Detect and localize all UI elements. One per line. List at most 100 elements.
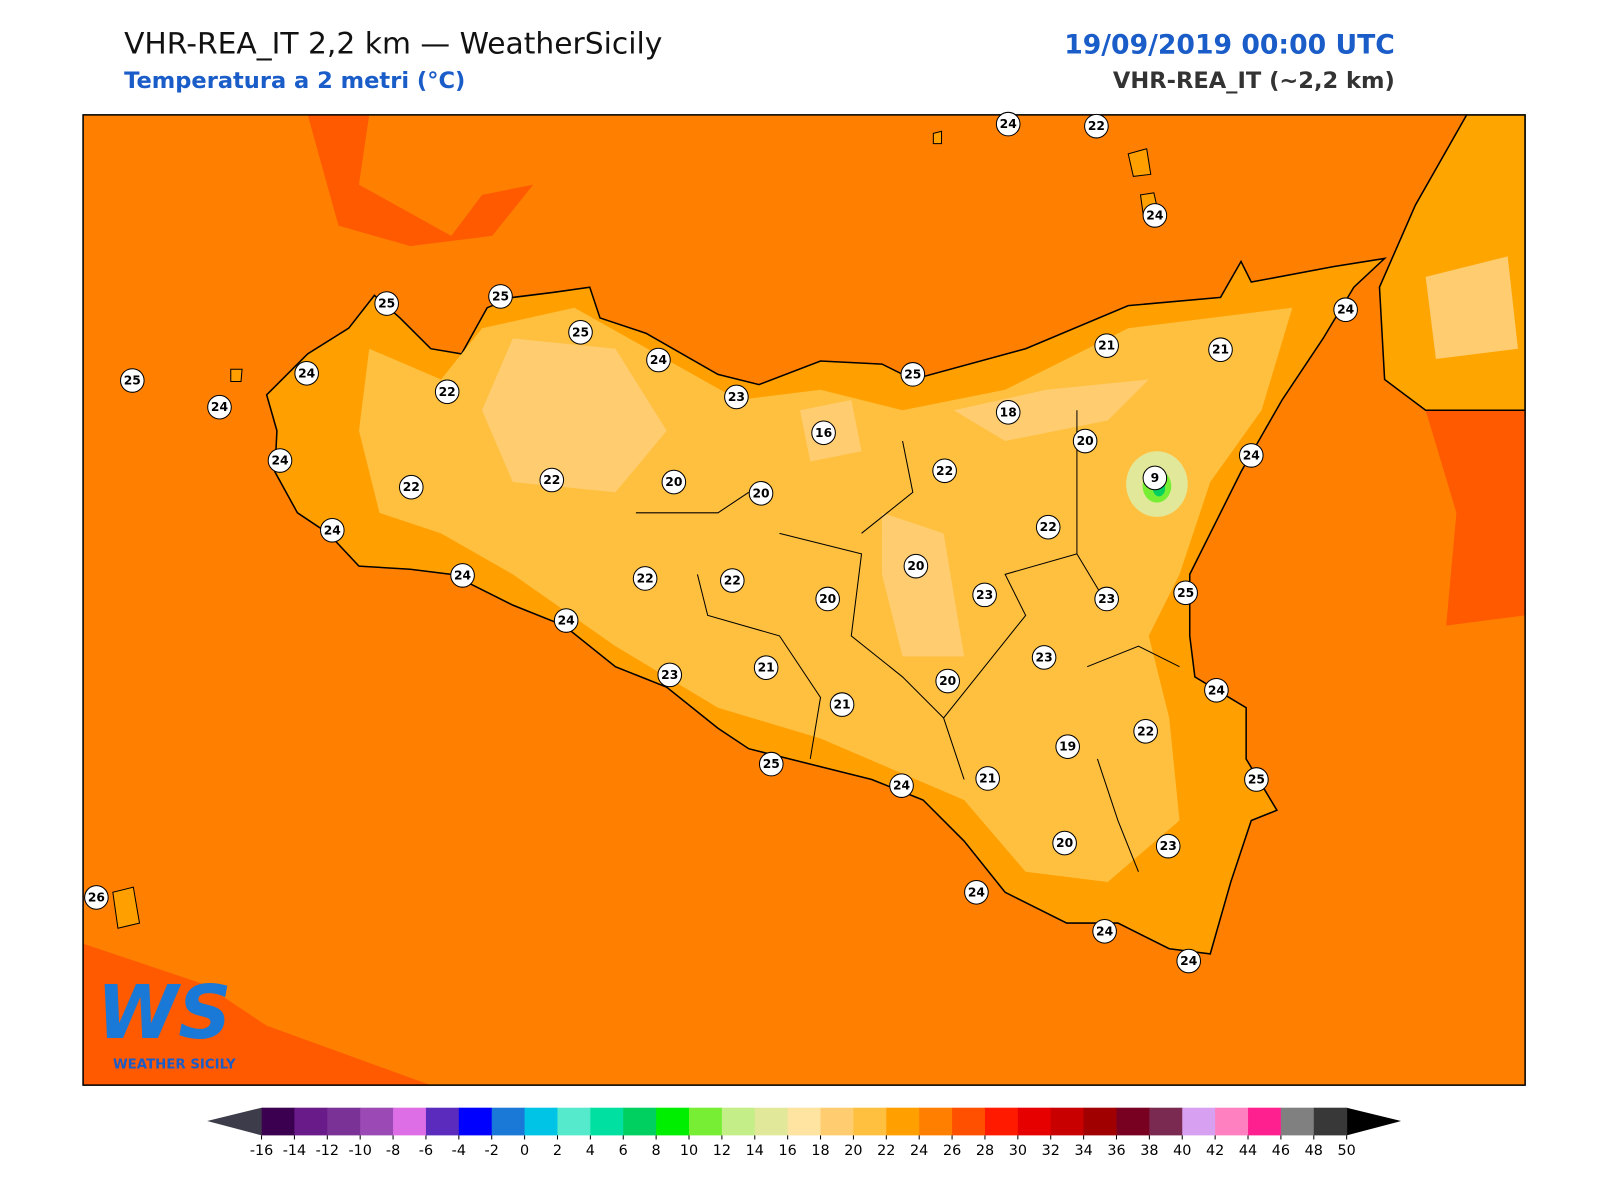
station-value: 23: [661, 668, 678, 682]
colorbar-box: [820, 1107, 854, 1136]
station-value: 22: [1040, 520, 1057, 534]
colorbar-tick-label: 42: [1206, 1143, 1224, 1159]
station-marker: [1204, 677, 1229, 703]
station-value: 20: [939, 674, 956, 688]
colorbar-tick-label: -10: [348, 1143, 371, 1159]
warm-patch: [307, 114, 534, 247]
station-marker: [1035, 514, 1061, 540]
station-marker: [1094, 586, 1119, 612]
station-marker: [1208, 337, 1233, 363]
station-value: 20: [665, 475, 682, 489]
station-marker: [1155, 833, 1181, 859]
colorbar-box: [623, 1107, 657, 1136]
colorbar-tick-label: 0: [520, 1143, 529, 1159]
station-marker: [1244, 767, 1269, 792]
station-value: 20: [907, 559, 924, 573]
station-value: 22: [439, 385, 456, 399]
station-marker: [1133, 718, 1158, 744]
colorbar-extend-high: [1346, 1107, 1402, 1136]
station-value: 23: [976, 588, 993, 602]
colorbar-tick-label: 32: [1042, 1143, 1060, 1159]
station-marker: [995, 111, 1021, 137]
station-value: 22: [403, 480, 420, 494]
station-value: 16: [815, 426, 832, 440]
station-value: 21: [979, 771, 996, 785]
station-marker: [657, 662, 683, 688]
station-value: 22: [936, 464, 953, 478]
logo-mark: WS: [97, 970, 232, 1056]
colorbar-box: [327, 1107, 361, 1136]
station-marker: [374, 291, 399, 316]
cooler-area: [482, 338, 1149, 657]
colorbar-tick-label: 26: [943, 1143, 961, 1159]
station-marker: [758, 751, 784, 777]
colorbar-tick-label: 30: [1009, 1143, 1027, 1159]
station-value: 20: [752, 486, 769, 500]
station-value: 25: [124, 374, 141, 388]
colorbar-box: [1149, 1107, 1183, 1136]
station-marker: [539, 467, 565, 493]
station-value: 22: [637, 571, 654, 585]
station-marker: [488, 284, 513, 309]
station-value: 9: [1151, 471, 1160, 485]
model-label: VHR-REA_IT (~2,2 km): [1113, 68, 1395, 94]
station-marker: [935, 668, 960, 694]
colorbar-box: [590, 1107, 624, 1136]
colorbar-box: [886, 1107, 920, 1136]
colorbar-box: [524, 1107, 558, 1136]
station-value: 24: [1208, 683, 1225, 697]
colorbar-tick-label: 12: [713, 1143, 731, 1159]
colorbar-tick-label: -12: [316, 1143, 339, 1159]
station-value: 21: [1098, 339, 1115, 353]
stations: 25 25 25 24 23 25 21 21 24 24 22 24 25 24 24 22 24 22 24 22…: [84, 111, 1358, 974]
station-value: 21: [833, 698, 850, 712]
colorbar-box: [425, 1107, 460, 1136]
station-marker: [1142, 203, 1168, 228]
station-value: 25: [378, 297, 395, 311]
colorbar-box: [1280, 1107, 1315, 1136]
station-marker: [975, 766, 1000, 791]
colorbar-tick-label: 20: [844, 1143, 862, 1159]
station-marker: [748, 481, 774, 506]
station-marker: [84, 885, 109, 910]
colorbar-box: [458, 1107, 493, 1136]
colorbar-box: [393, 1107, 427, 1136]
station-marker: [553, 608, 579, 633]
colorbar-tick-label: -14: [283, 1143, 306, 1159]
station-value: 24: [324, 523, 341, 537]
colorbar-box: [1182, 1107, 1216, 1136]
station-value: 25: [572, 325, 589, 339]
station-value: 24: [1000, 117, 1017, 131]
station-value: 24: [558, 614, 575, 628]
station-value: 24: [454, 568, 471, 582]
station-value: 22: [1088, 119, 1105, 133]
colorbar-box: [1083, 1107, 1118, 1136]
station-value: 22: [543, 473, 560, 487]
station-marker: [294, 361, 319, 386]
datetime: 19/09/2019 00:00 UTC: [1064, 29, 1395, 60]
warm-patch: [83, 943, 431, 1086]
station-marker: [995, 399, 1021, 425]
colorbar-tick-label: -4: [452, 1143, 466, 1159]
station-marker: [1084, 113, 1109, 139]
station-value: 23: [1160, 839, 1177, 853]
station-value: 20: [819, 592, 836, 606]
station-marker: [903, 553, 929, 579]
colorbar-tick-label: 34: [1074, 1143, 1092, 1159]
provinces: [635, 410, 1180, 872]
calabria-cool: [1425, 256, 1518, 359]
station-marker: [972, 582, 997, 608]
station-value: 26: [88, 890, 105, 904]
station-marker: [1052, 830, 1077, 856]
colorbar-box: [360, 1107, 394, 1136]
colorbar-box: [557, 1107, 591, 1136]
colorbar-tick-label: 8: [652, 1143, 661, 1159]
colorbar-box: [491, 1107, 526, 1136]
station-marker: [900, 362, 926, 387]
station-marker: [1238, 443, 1264, 468]
station-marker: [1176, 948, 1202, 974]
colorbar-box: [787, 1107, 822, 1136]
station-marker: [815, 586, 840, 612]
